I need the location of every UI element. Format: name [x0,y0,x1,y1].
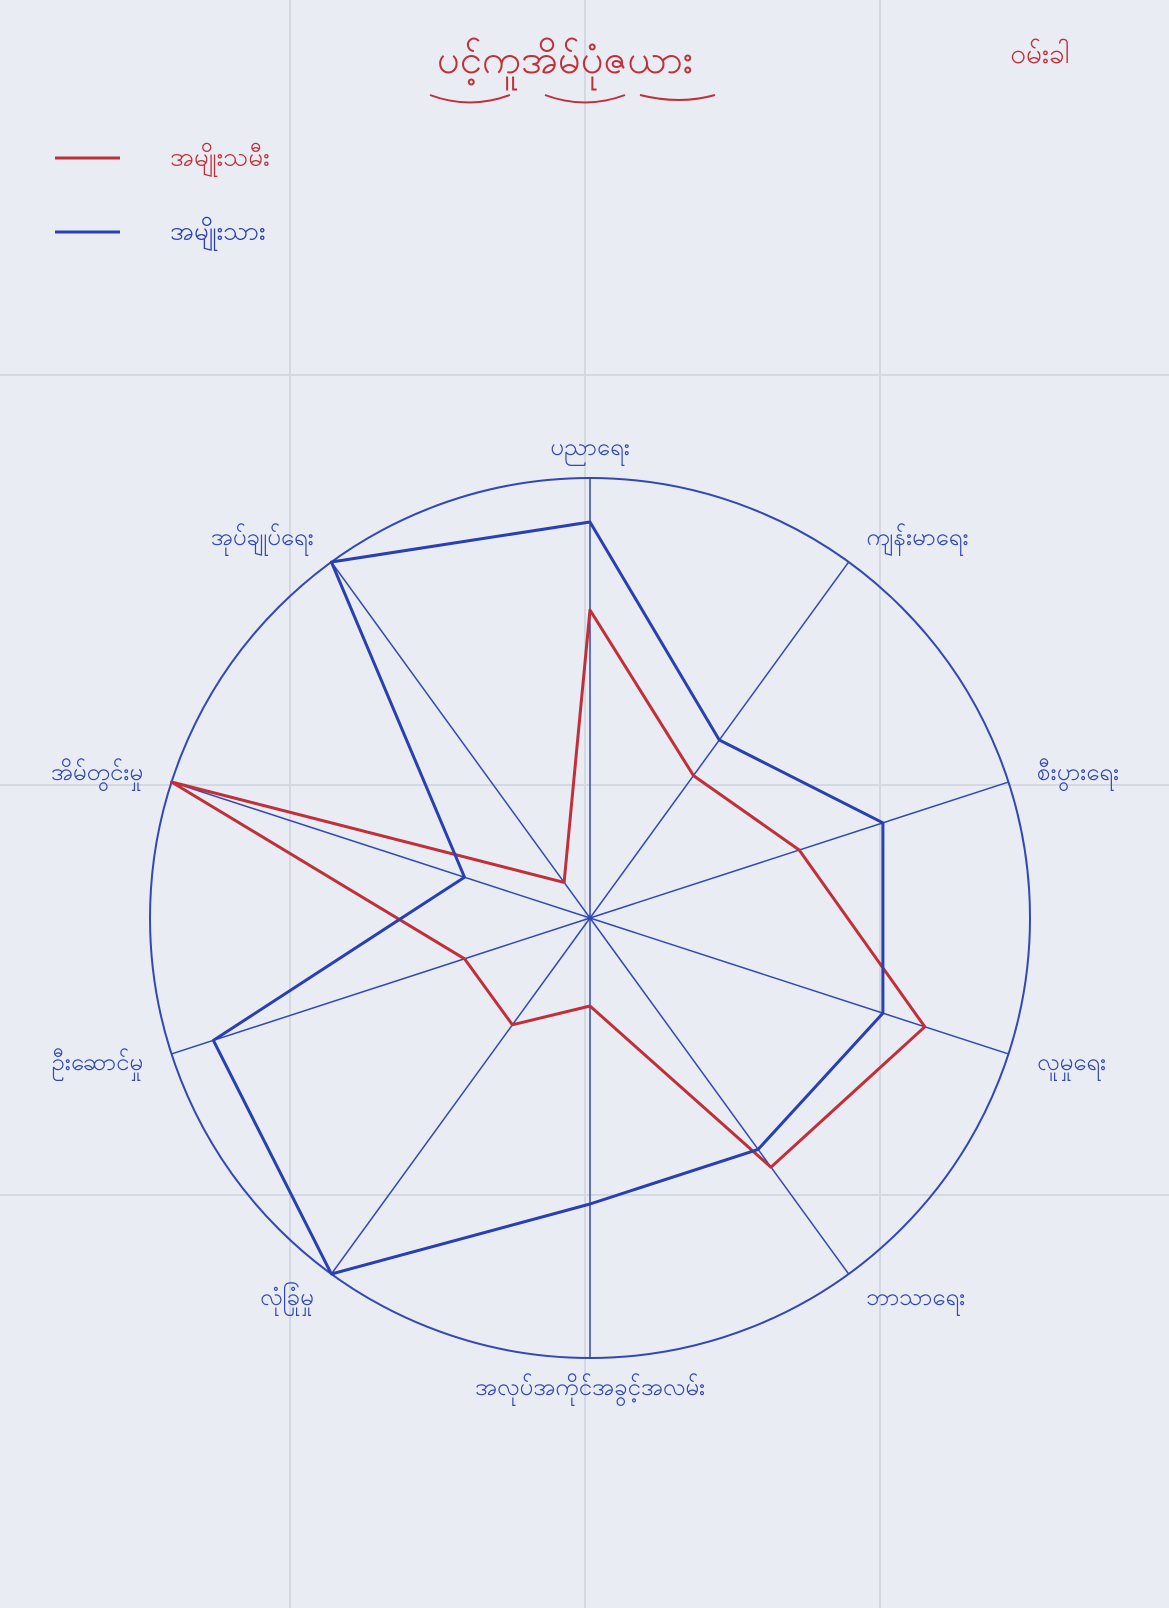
chart-title: ပင့်ကူအိမ်ပုံဇယား [437,37,693,91]
annotation: ဝမ်းခါ [1010,36,1070,70]
axis-label: ဦးဆောင်မှု [51,1047,143,1081]
legend-label: အမျိုးသား [170,216,266,252]
chart: ပင့်ကူအိမ်ပုံဇယား ဝမ်းခါ အမျိုးသမီးအမျို… [0,0,1169,1608]
legend-label: အမျိုးသမီး [170,142,270,178]
axis-label: ကျန်းမာရေး [866,522,968,556]
axis-label: လုံခြုံမှု [260,1281,314,1316]
